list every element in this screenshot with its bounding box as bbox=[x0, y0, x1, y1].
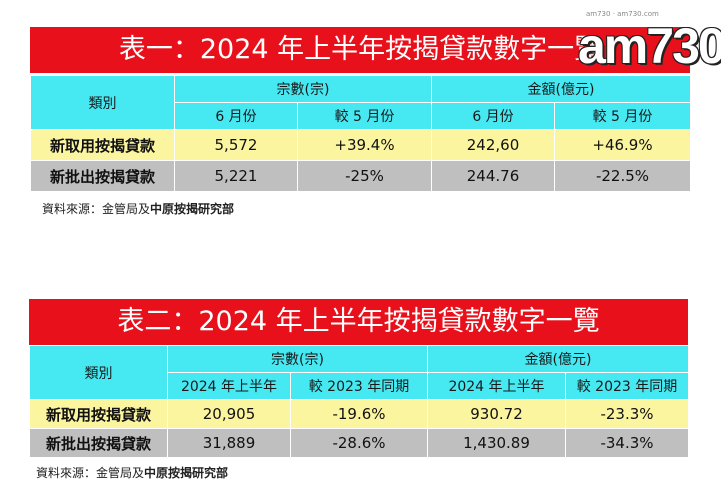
table-cell: 242,60 bbox=[431, 129, 555, 161]
table2: 類別 宗數(宗) 金額(億元) 2024 年上半年 較 2023 年同期 202… bbox=[29, 345, 689, 458]
table2-amount-header: 金額(億元) bbox=[427, 345, 689, 373]
table2-subheader-row: 2024 年上半年 較 2023 年同期 2024 年上半年 較 2023 年同… bbox=[30, 372, 689, 400]
source-bold: 中原按揭研究部 bbox=[150, 202, 235, 216]
table1-source: 資料來源：金管局及中原按揭研究部 bbox=[42, 200, 234, 217]
table-cell: -22.5% bbox=[554, 160, 691, 192]
table1-subheader: 較 5 月份 bbox=[554, 102, 691, 130]
table2-subheader: 較 2023 年同期 bbox=[290, 372, 428, 400]
table-cell: 1,430.89 bbox=[427, 428, 566, 458]
table2-subheader: 2024 年上半年 bbox=[167, 372, 291, 400]
table1-subheader-row: 6 月份 較 5 月份 6 月份 較 5 月份 bbox=[31, 102, 691, 130]
table-cell: 244.76 bbox=[431, 160, 555, 192]
row-label: 新取用按揭貸款 bbox=[30, 129, 175, 161]
row-label: 新批出按揭貸款 bbox=[29, 428, 168, 458]
table1: 類別 宗數(宗) 金額(億元) 6 月份 較 5 月份 6 月份 較 5 月份 … bbox=[30, 75, 691, 192]
row-label: 新批出按揭貸款 bbox=[30, 160, 175, 192]
table-cell: -23.3% bbox=[565, 399, 689, 429]
source-bold: 中原按揭研究部 bbox=[144, 466, 229, 480]
source-prefix: 資料來源：金管局及 bbox=[42, 202, 151, 216]
row-label: 新取用按揭貸款 bbox=[29, 399, 168, 429]
logo-text: am730 bbox=[578, 18, 721, 74]
table2-subheader: 較 2023 年同期 bbox=[565, 372, 689, 400]
table-cell: 31,889 bbox=[167, 428, 291, 458]
table-cell: 20,905 bbox=[167, 399, 291, 429]
table1-amount-header: 金額(億元) bbox=[431, 75, 691, 103]
table-cell: +39.4% bbox=[297, 129, 432, 161]
table-cell: +46.9% bbox=[554, 129, 691, 161]
table2-subheader: 2024 年上半年 bbox=[427, 372, 566, 400]
table1-category-header: 類別 bbox=[30, 75, 175, 130]
table-cell: -19.6% bbox=[290, 399, 428, 429]
table-row: 新批出按揭貸款 5,221 -25% 244.76 -22.5% bbox=[30, 160, 691, 192]
table2-count-header: 宗數(宗) bbox=[167, 345, 428, 373]
table-row: 新取用按揭貸款 20,905 -19.6% 930.72 -23.3% bbox=[29, 399, 689, 429]
table-cell: -25% bbox=[297, 160, 432, 192]
table1-count-header: 宗數(宗) bbox=[174, 75, 432, 103]
table-row: 新批出按揭貸款 31,889 -28.6% 1,430.89 -34.3% bbox=[29, 428, 689, 458]
table2-header-row: 類別 宗數(宗) 金額(億元) bbox=[29, 345, 689, 400]
table1-title: 表一：2024 年上半年按揭貸款數字一覽 bbox=[30, 27, 690, 73]
table1-subheader: 6 月份 bbox=[174, 102, 298, 130]
table-cell: -28.6% bbox=[290, 428, 428, 458]
table2-category-header: 類別 bbox=[29, 345, 168, 400]
table-cell: -34.3% bbox=[565, 428, 689, 458]
logo-tagline: am730 · am730.com bbox=[586, 10, 659, 18]
table-row: 新取用按揭貸款 5,572 +39.4% 242,60 +46.9% bbox=[30, 129, 691, 161]
table1-subheader: 較 5 月份 bbox=[297, 102, 432, 130]
table2-source: 資料來源：金管局及中原按揭研究部 bbox=[36, 464, 228, 481]
source-prefix: 資料來源：金管局及 bbox=[36, 466, 145, 480]
table2-title: 表二：2024 年上半年按揭貸款數字一覽 bbox=[29, 299, 688, 345]
table1-header-row: 類別 宗數(宗) 金額(億元) bbox=[30, 75, 691, 130]
table-cell: 5,221 bbox=[174, 160, 298, 192]
table1-subheader: 6 月份 bbox=[431, 102, 555, 130]
table-cell: 930.72 bbox=[427, 399, 566, 429]
am730-logo: am730 · am730.com am730 bbox=[578, 10, 721, 80]
table-cell: 5,572 bbox=[174, 129, 298, 161]
